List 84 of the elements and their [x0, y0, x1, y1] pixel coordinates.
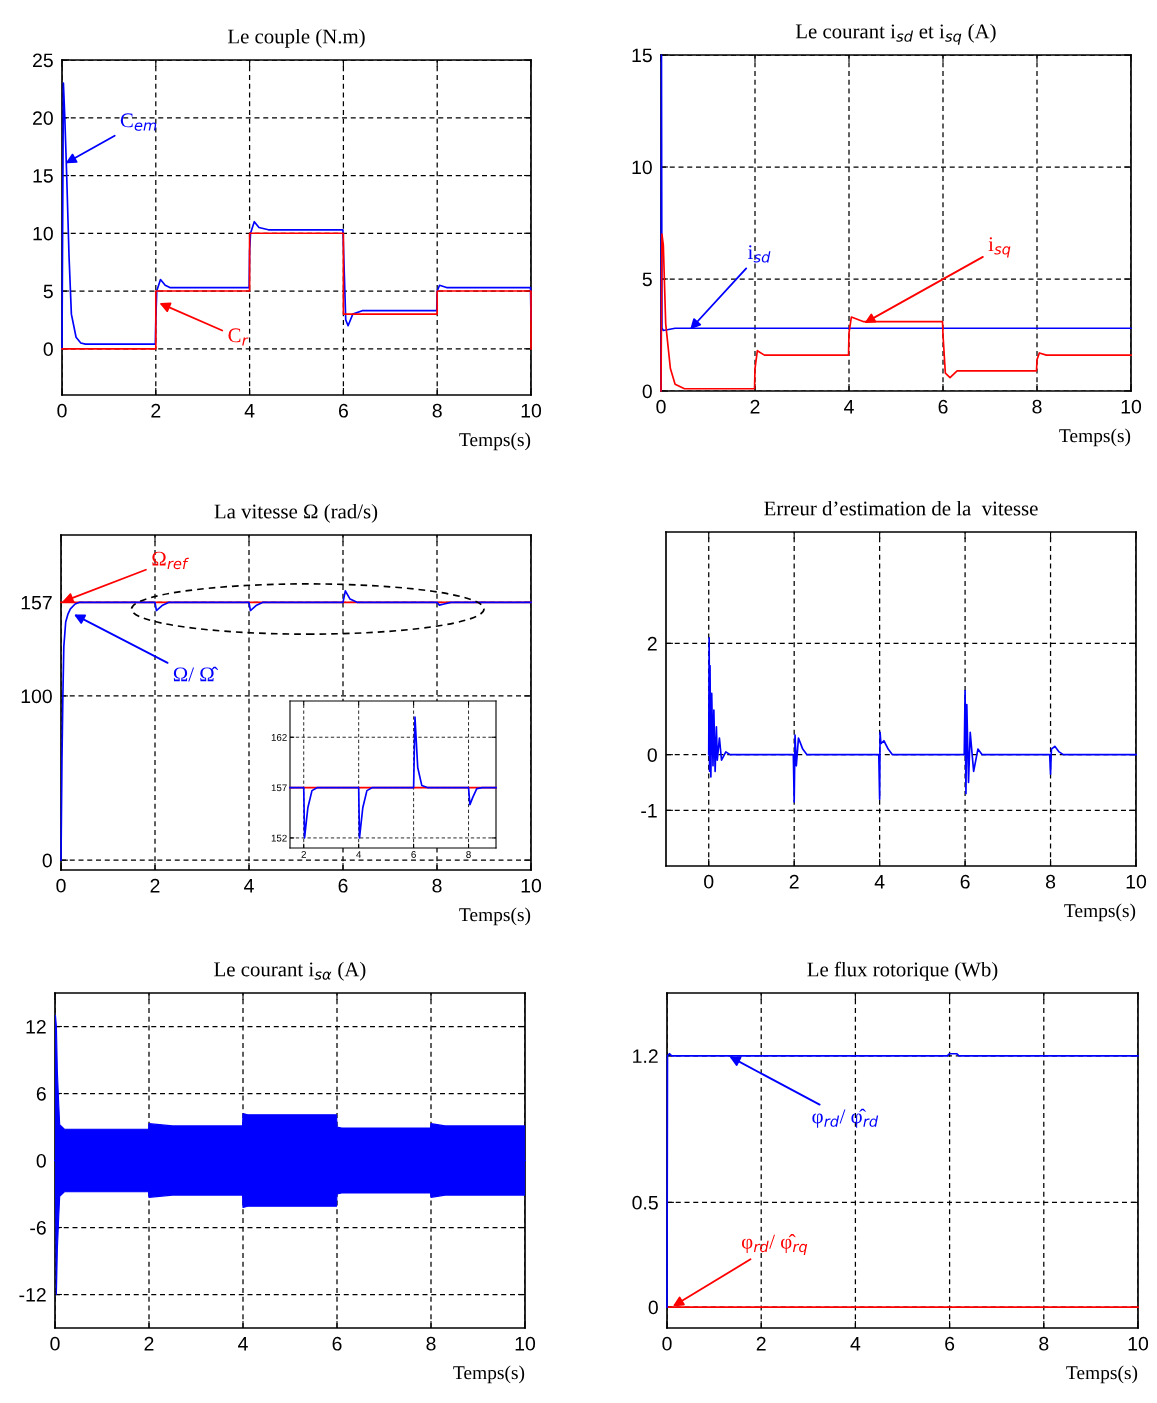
chart-title: Erreur d’estimation de la vitesse	[764, 500, 1038, 516]
x-axis-title: Temps(s)	[453, 1365, 525, 1384]
x-axis-title: Temps(s)	[1064, 903, 1136, 922]
y-tick-label: 0	[642, 384, 652, 399]
x-axis-title: Temps(s)	[1059, 428, 1131, 447]
x-tick-label: 2	[789, 874, 799, 889]
x-axis-title: Temps(s)	[459, 432, 531, 451]
x-tick-label: 10	[1126, 874, 1147, 889]
x-tick-label: 2	[144, 1336, 154, 1351]
x-tick-label: 8	[1039, 1336, 1049, 1351]
y-tick-label: 162	[271, 733, 287, 741]
x-tick-label: 0	[704, 874, 714, 889]
y-tick-label: 12	[26, 1019, 46, 1034]
y-tick-label: 0	[36, 1153, 46, 1168]
x-tick-label: 2	[150, 878, 160, 893]
y-tick-label: 10	[632, 160, 652, 175]
x-tick-label: 10	[1128, 1336, 1149, 1351]
x-tick-label: 6	[938, 399, 948, 414]
annotation: C$_{em}$	[120, 113, 157, 131]
x-tick-label: 4	[874, 875, 885, 889]
x-tick-label: 0	[57, 403, 67, 418]
x-tick-label: 4	[850, 1337, 861, 1351]
y-tick-label: 0	[43, 342, 53, 357]
x-tick-label: 2	[301, 851, 306, 858]
annotation: Ω$_{ref}$	[152, 551, 189, 570]
x-axis-title: Temps(s)	[459, 907, 531, 926]
x-tick-label: 6	[338, 403, 348, 418]
x-tick-label: 8	[426, 1336, 436, 1351]
annotation: φ$_{rd}$/ φ̂$_{rd}$	[812, 1108, 879, 1128]
y-tick-label: 5	[642, 272, 652, 287]
x-tick-label: 4	[244, 879, 254, 893]
x-tick-label: 6	[960, 874, 970, 889]
y-tick-label: 0	[647, 748, 657, 762]
chart-title: La vitesse Ω (rad/s)	[214, 503, 378, 523]
y-tick-label: 5	[43, 284, 53, 299]
annotation: φ$_{rd}$/ φ̂$_{rq}$	[741, 1234, 808, 1255]
chart-title: Le courant i$_{sα}$ (A)	[214, 961, 366, 981]
y-tick-label: 0	[648, 1300, 658, 1315]
x-tick-label: 0	[662, 1336, 672, 1351]
chart-title: Le flux rotorique (Wb)	[807, 961, 998, 981]
x-tick-label: 6	[945, 1336, 955, 1351]
y-tick-label: 0.5	[632, 1195, 658, 1210]
x-tick-label: 8	[1032, 399, 1042, 414]
x-tick-label: 4	[844, 400, 854, 414]
x-tick-label: 8	[432, 878, 442, 893]
y-tick-label: 10	[33, 226, 53, 241]
y-tick-label: -1	[641, 804, 657, 818]
x-tick-label: 6	[338, 878, 348, 893]
x-tick-label: 10	[521, 403, 542, 418]
y-tick-label: 6	[36, 1086, 46, 1101]
x-tick-label: 8	[432, 403, 442, 418]
y-tick-label: -12	[19, 1287, 46, 1302]
chart-title: Le couple (N.m)	[227, 28, 365, 48]
x-tick-label: 8	[1045, 874, 1056, 889]
x-tick-label: 10	[1121, 399, 1142, 414]
x-tick-label: 2	[151, 403, 161, 418]
x-tick-label: 2	[750, 399, 760, 414]
y-tick-label: 100	[21, 689, 52, 704]
y-tick-label: 15	[33, 169, 53, 183]
annotation: C$_{r}$	[228, 328, 249, 346]
x-tick-label: 4	[238, 1337, 248, 1351]
annotation: i$_{sq}$	[988, 237, 1011, 258]
y-tick-label: 25	[33, 53, 53, 68]
chart-title: Le courant i$_{sd}$ et i$_{sq}$ (A)	[795, 23, 996, 45]
x-tick-label: 4	[356, 851, 362, 858]
y-tick-label: 152	[271, 834, 287, 842]
y-tick-label: 1.2	[633, 1049, 658, 1063]
annotation: i$_{sd}$	[747, 245, 771, 263]
x-tick-label: 0	[56, 878, 66, 893]
x-tick-label: 6	[411, 851, 416, 858]
y-tick-label: 15	[632, 48, 652, 63]
x-tick-label: 2	[756, 1336, 766, 1351]
x-tick-label: 10	[521, 878, 542, 893]
x-tick-label: 10	[515, 1336, 536, 1351]
annotation: Ω/ Ω̂	[173, 666, 219, 682]
x-axis-title: Temps(s)	[1066, 1365, 1138, 1384]
x-tick-label: 4	[244, 404, 255, 418]
x-tick-label: 8	[466, 851, 471, 858]
y-tick-label: -6	[30, 1220, 46, 1235]
y-tick-label: 157	[21, 596, 52, 610]
y-tick-label: 2	[647, 636, 657, 651]
y-tick-label: 20	[33, 111, 53, 125]
y-tick-label: 157	[271, 784, 287, 792]
x-tick-label: 6	[332, 1336, 342, 1351]
